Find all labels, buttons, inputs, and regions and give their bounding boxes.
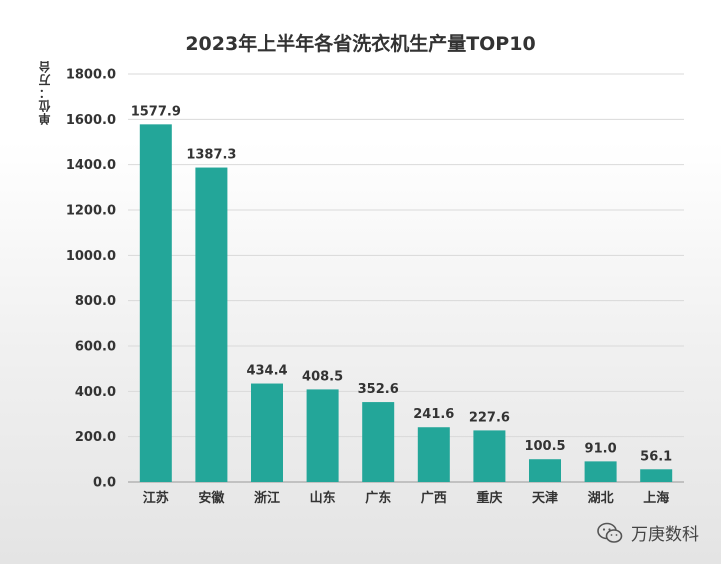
wechat-icon	[597, 522, 623, 543]
value-label: 227.6	[469, 410, 510, 425]
value-label: 1577.9	[131, 104, 181, 119]
x-tick-label: 湖北	[588, 491, 614, 506]
watermark: 万庚数科	[597, 520, 699, 545]
chart-title: 2023年上半年各省洗衣机生产量TOP10	[185, 33, 536, 55]
x-tick-label: 浙江	[254, 490, 280, 506]
y-tick-label: 400.0	[75, 385, 116, 400]
bar	[584, 461, 617, 482]
x-tick-label: 广西	[421, 490, 447, 506]
x-tick-label: 安徽	[198, 490, 225, 506]
x-tick-label: 上海	[643, 490, 669, 506]
x-tick-label: 广东	[365, 490, 391, 506]
y-tick-label: 800.0	[75, 294, 116, 309]
value-labels: 1577.9 1387.3 434.4 408.5 352.6 241.6 227.6 100…	[131, 104, 673, 464]
x-tick-label: 重庆	[476, 490, 502, 506]
x-tick-labels: 江苏 安徽 浙江 山东 广东 广西 重庆 天津 湖北 上海	[143, 490, 669, 506]
y-tick-label: 0.0	[93, 476, 116, 491]
bar	[251, 383, 283, 482]
value-label: 91.0	[585, 441, 617, 456]
bar	[529, 459, 561, 482]
value-label: 56.1	[640, 449, 672, 464]
y-tick-label: 200.0	[75, 430, 116, 445]
bar	[417, 427, 450, 482]
value-label: 352.6	[358, 382, 399, 397]
y-tick-label: 600.0	[75, 340, 116, 355]
y-tick-labels: 0.0 200.0 400.0 600.0 800.0 1000.0 1200.0 1400.…	[66, 68, 116, 491]
y-tick-label: 1600.0	[66, 113, 116, 128]
x-tick-label: 山东	[310, 490, 336, 506]
bar	[640, 469, 673, 482]
bar	[362, 402, 395, 482]
bar	[139, 124, 172, 483]
y-tick-label: 1000.0	[66, 249, 116, 264]
y-tick-label: 1800.0	[66, 68, 116, 83]
bar	[306, 389, 339, 482]
bar	[195, 167, 228, 482]
bar	[473, 430, 506, 482]
grid-lines	[128, 73, 684, 483]
x-tick-label: 江苏	[143, 490, 169, 506]
value-label: 434.4	[246, 364, 287, 379]
value-label: 1387.3	[186, 148, 236, 163]
y-tick-label: 1200.0	[66, 204, 116, 219]
value-label: 241.6	[413, 407, 454, 422]
value-label: 100.5	[524, 439, 565, 454]
y-tick-label: 1400.0	[66, 158, 116, 173]
bars	[139, 124, 673, 483]
x-tick-label: 天津	[532, 490, 558, 506]
watermark-text: 万庚数科	[631, 525, 699, 545]
value-label: 408.5	[302, 369, 343, 384]
